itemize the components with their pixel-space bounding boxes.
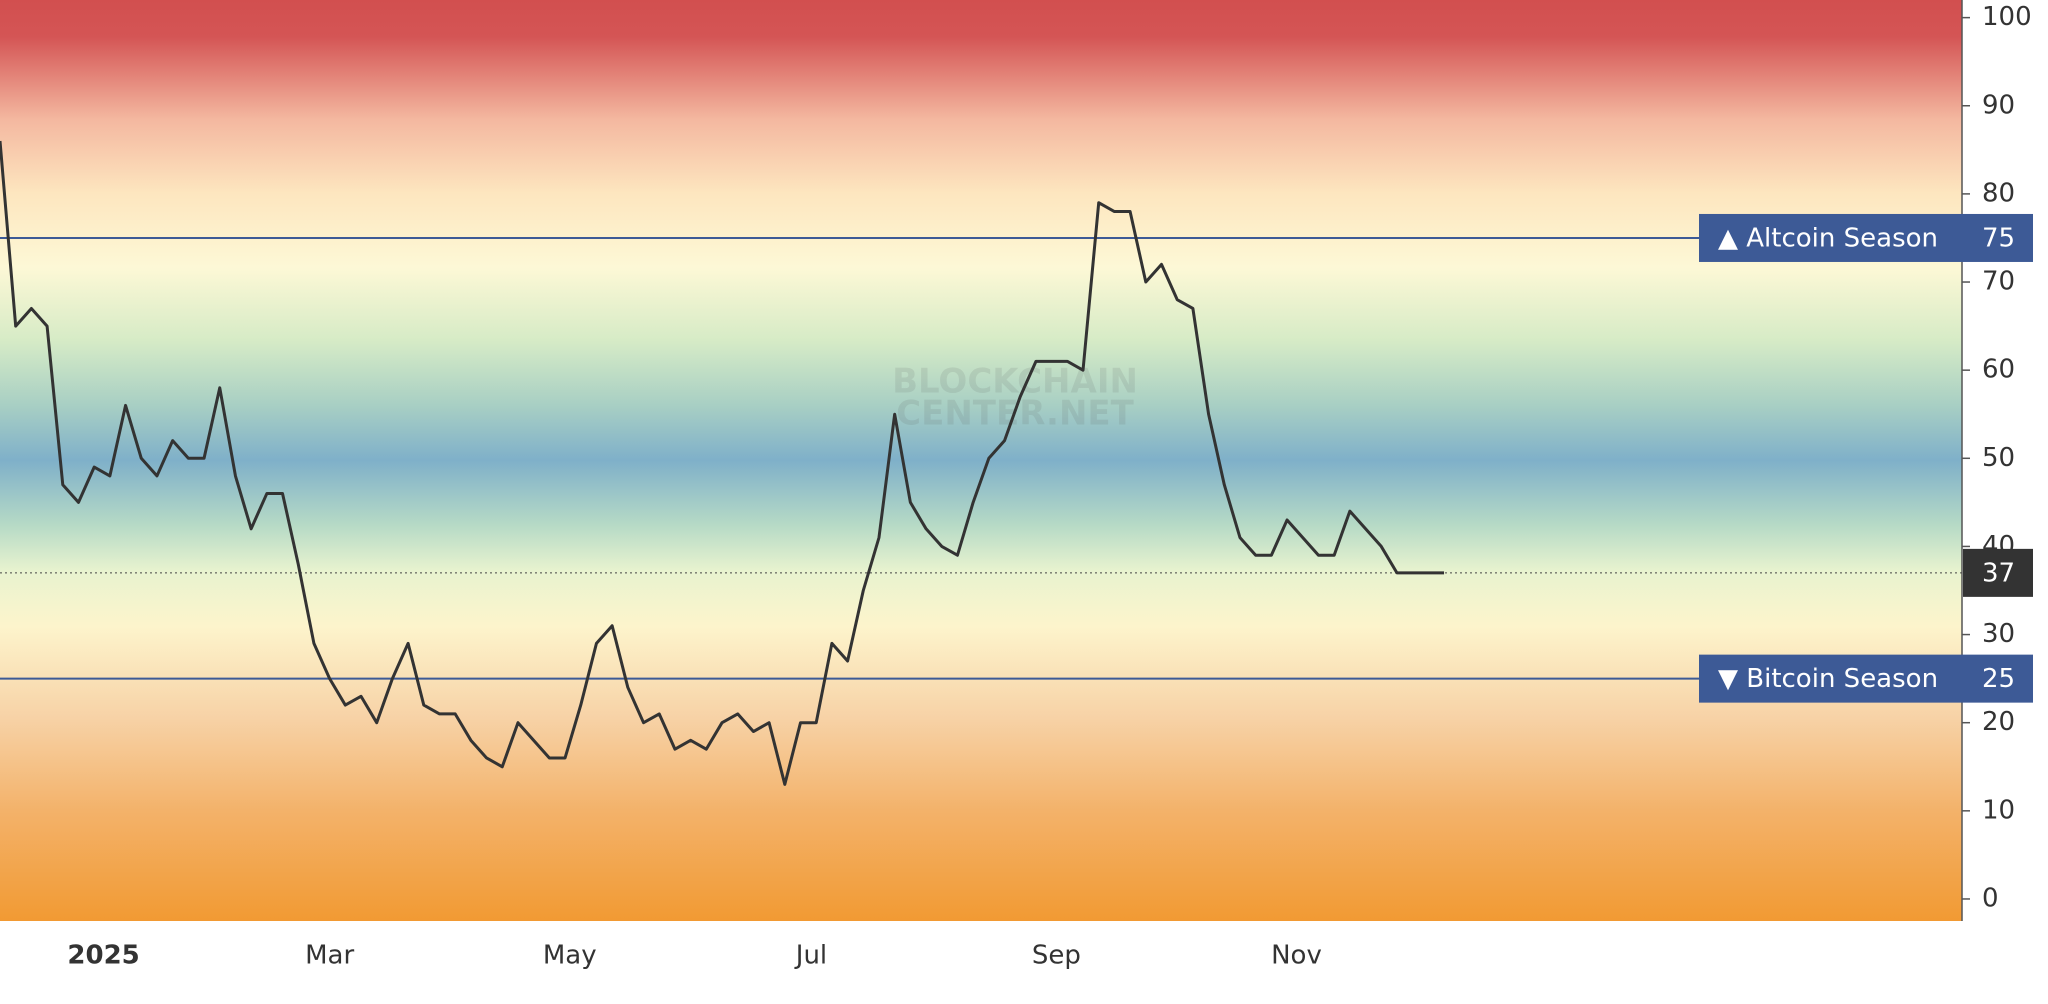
current-value-label: 37 xyxy=(1982,558,2015,588)
background xyxy=(0,0,1962,921)
y-tick-label: 70 xyxy=(1982,267,2015,297)
x-tick-label: May xyxy=(543,941,597,971)
x-tick-label: Sep xyxy=(1032,941,1081,971)
annotation-label: ▼ Bitcoin Season xyxy=(1718,664,1938,694)
y-tick-label: 0 xyxy=(1982,883,1999,913)
annotation-value: 75 xyxy=(1982,223,2015,253)
y-tick-label: 60 xyxy=(1982,355,2015,385)
watermark-text: BLOCKCHAIN xyxy=(892,362,1138,402)
x-tick-label: Nov xyxy=(1271,941,1322,971)
y-tick-label: 90 xyxy=(1982,90,2015,120)
annotation-value: 25 xyxy=(1982,664,2015,694)
y-tick-label: 10 xyxy=(1982,795,2015,825)
y-tick-label: 50 xyxy=(1982,443,2015,473)
x-tick-label: Jul xyxy=(794,941,827,971)
x-tick-label: Mar xyxy=(305,941,354,971)
y-tick-label: 20 xyxy=(1982,707,2015,737)
x-tick-label: 2025 xyxy=(67,941,139,971)
y-tick-label: 80 xyxy=(1982,178,2015,208)
y-tick-label: 100 xyxy=(1982,2,2032,32)
y-tick-label: 30 xyxy=(1982,619,2015,649)
annotation-box xyxy=(1699,213,2033,262)
current-value-box xyxy=(1963,548,2033,597)
line-series xyxy=(0,140,1445,786)
annotation-box xyxy=(1699,654,2033,703)
annotation-label: ▲ Altcoin Season xyxy=(1718,223,1938,253)
